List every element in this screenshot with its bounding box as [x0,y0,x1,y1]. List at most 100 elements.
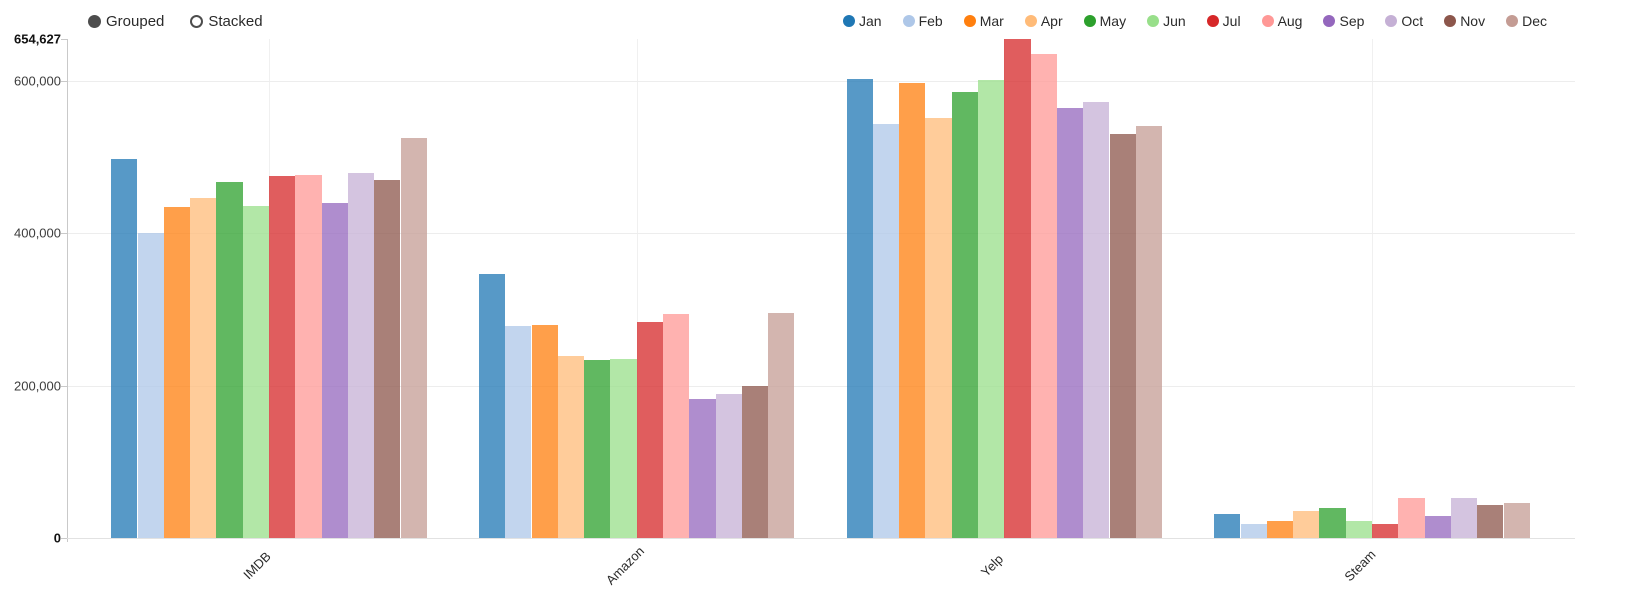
bar-mar-yelp [899,82,926,538]
bar-sep-imdb [321,202,348,538]
legend-item-oct[interactable]: Oct [1385,13,1423,29]
bar-apr-imdb [190,198,217,538]
legend-item-nov[interactable]: Nov [1444,13,1485,29]
bar-jun-steam [1345,521,1372,538]
bar-jul-steam [1372,523,1399,538]
gridline [67,81,1575,82]
legend-label: Jan [859,13,882,29]
legend-item-dec[interactable]: Dec [1506,13,1547,29]
legend-item-feb[interactable]: Feb [902,13,943,29]
gridline [67,385,1575,387]
bar-jul-yelp [1004,39,1031,538]
legend-swatch-icon [1385,15,1398,27]
bar-oct-yelp [1083,102,1110,538]
bar-oct-amazon [715,394,742,538]
bar-sep-amazon [689,399,716,538]
legend-swatch-icon [1147,15,1160,27]
legend-swatch-icon [1323,15,1336,27]
legend-label: Sep [1339,13,1365,29]
bar-apr-yelp [925,118,952,538]
y-tick-label: 654,627 [14,31,61,47]
legend-swatch-icon [902,15,915,27]
bar-sep-steam [1424,515,1451,538]
bar-feb-amazon [505,326,532,538]
bar-aug-steam [1398,497,1425,538]
bar-sep-yelp [1056,108,1084,538]
legend-label: Nov [1460,13,1486,29]
bar-dec-yelp [1135,125,1163,538]
bar-may-amazon [584,359,611,538]
y-tick-label: 400,000 [14,225,61,241]
bar-feb-yelp [872,124,900,538]
legend-item-sep[interactable]: Sep [1323,13,1364,29]
y-tick-label: 0 [53,530,61,546]
stacked-radio-label: Stacked [208,13,263,30]
bar-may-steam [1319,507,1346,538]
bar-apr-steam [1293,511,1320,538]
legend-label: Aug [1277,13,1303,29]
legend-item-jul[interactable]: Jul [1206,13,1241,29]
grouped-radio-label: Grouped [106,13,165,30]
y-tick-label: 600,000 [14,73,61,89]
bar-apr-amazon [557,355,585,538]
bar-aug-imdb [295,175,322,538]
category-gridline [636,39,638,538]
legend-swatch-icon [963,15,976,27]
chart-mode-controls: Grouped Stacked [88,13,263,30]
legend-swatch-icon [843,15,855,27]
stacked-radio[interactable]: Stacked [190,13,263,30]
legend-label: May [1099,13,1127,29]
legend-item-apr[interactable]: Apr [1024,13,1063,29]
bar-nov-imdb [374,180,401,538]
x-axis-label-amazon: Amazon [602,543,647,588]
legend-swatch-icon [1024,15,1037,27]
legend-label: Feb [918,13,943,29]
legend-label: Apr [1040,13,1063,29]
bar-jun-yelp [978,80,1005,538]
bar-jul-imdb [269,176,296,538]
legend-item-jan[interactable]: Jan [843,13,882,29]
y-axis-tick [61,39,67,41]
legend-label: Jun [1163,13,1186,29]
bar-dec-steam [1503,502,1530,538]
bar-jan-steam [1214,514,1241,538]
bar-mar-imdb [163,206,191,538]
bar-dec-amazon [768,313,795,538]
bar-jul-amazon [636,322,663,538]
x-axis-label-imdb: IMDB [240,548,274,583]
bar-aug-amazon [663,314,690,538]
bar-may-imdb [216,181,243,538]
legend-label: Jul [1222,13,1241,29]
x-axis-label-steam: Steam [1341,546,1379,585]
legend-swatch-icon [1506,15,1519,27]
bar-nov-amazon [741,385,769,538]
bar-feb-imdb [137,232,164,538]
legend-item-may[interactable]: May [1083,13,1127,29]
legend-swatch-icon [1083,15,1096,27]
legend-item-aug[interactable]: Aug [1261,13,1303,29]
legend-item-jun[interactable]: Jun [1147,13,1186,29]
legend-label: Mar [979,13,1004,29]
y-axis-line [67,39,68,542]
bar-mar-steam [1266,521,1294,538]
bar-aug-yelp [1030,53,1057,538]
y-tick-label: 200,000 [14,378,61,394]
bar-mar-amazon [531,325,558,538]
bar-oct-steam [1450,497,1478,538]
gridline [67,233,1575,235]
legend-swatch-icon [1206,15,1219,27]
bar-oct-imdb [347,173,375,538]
bar-feb-steam [1240,524,1267,538]
bar-nov-yelp [1109,133,1136,538]
legend-label: Dec [1522,13,1547,29]
category-gridline [1372,39,1373,538]
legend-item-mar[interactable]: Mar [963,13,1004,29]
bar-jan-amazon [478,274,506,538]
bar-nov-steam [1477,505,1504,538]
bar-jan-yelp [846,78,873,538]
bar-may-yelp [951,91,978,538]
radio-unselected-icon [190,15,204,28]
x-axis-line [67,538,1575,539]
grouped-radio[interactable]: Grouped [88,13,164,30]
